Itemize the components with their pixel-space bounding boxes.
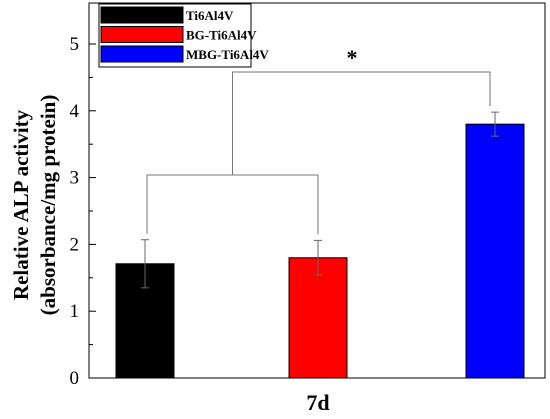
legend-label: Ti6Al4V [186,8,234,23]
y-tick-label: 1 [70,301,80,322]
y-tick-label: 0 [70,368,80,389]
legend-label: MBG-Ti6Al4V [186,47,269,62]
legend: Ti6Al4V BG-Ti6Al4V MBG-Ti6Al4V [98,3,269,68]
bars-group [115,123,525,379]
y-tick-label: 2 [70,234,80,255]
legend-swatch [100,6,184,24]
y-axis-title-line1: Relative ALP activity [9,109,33,300]
legend-swatch [100,45,184,63]
y-axis-title: Relative ALP activity (absorbance/mg pro… [9,95,60,316]
y-tick-label: 5 [70,34,80,55]
bracket-inner [146,174,319,235]
bracket-outer [232,71,491,175]
y-tick-label: 4 [70,101,80,122]
legend-swatch [100,26,184,43]
x-axis-category-label: 7d [306,390,329,415]
bar-bg-ti6al4v [288,257,348,379]
legend-label: BG-Ti6Al4V [186,28,257,43]
y-axis-title-line2: (absorbance/mg protein) [36,95,60,316]
axes: 0 1 2 3 4 5 [70,34,96,389]
bar-mbg-ti6al4v [465,123,525,379]
significance-star: * [347,45,358,70]
error-bars-group [141,111,499,289]
significance-bracket: * [146,45,491,235]
y-tick-label: 3 [70,168,80,189]
